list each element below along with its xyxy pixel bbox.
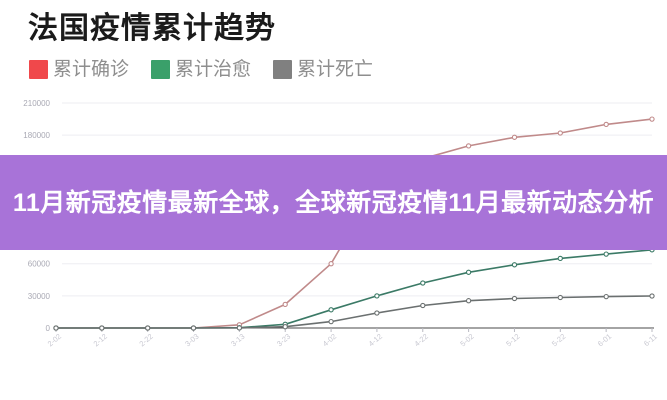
x-axis-tick-label: 6-01 — [596, 332, 613, 349]
legend-item-recovered[interactable]: 累计治愈 — [151, 60, 251, 79]
series-point — [236, 325, 243, 331]
series-point — [420, 280, 426, 286]
x-axis-tick-label: 3-23 — [275, 332, 292, 349]
series-point — [374, 293, 380, 299]
y-axis-tick-label: 0 — [46, 324, 51, 333]
series-point — [145, 325, 151, 331]
x-axis-tick-label: 4-12 — [367, 332, 384, 349]
series-point — [282, 301, 288, 308]
series-point — [282, 324, 288, 330]
series-point — [649, 116, 655, 122]
series-point — [511, 262, 518, 268]
series-point — [53, 325, 59, 331]
series-point — [557, 130, 563, 136]
legend-item-deaths[interactable]: 累计死亡 — [273, 60, 373, 79]
legend-swatch-recovered-icon — [151, 60, 171, 79]
x-axis-tick-label: 5-02 — [458, 332, 475, 349]
headline-overlay-banner: 11月新冠疫情最新全球，全球新冠疫情11月最新动态分析 — [0, 155, 667, 250]
legend-label-confirmed: 累计确诊 — [53, 59, 130, 80]
x-axis-tick-label: 2-22 — [137, 332, 154, 349]
series-point — [511, 134, 518, 140]
legend-swatch-confirmed-icon — [29, 60, 48, 79]
legend-label-deaths: 累计死亡 — [297, 59, 374, 80]
overlay-headline: 11月新冠疫情最新全球，全球新冠疫情11月最新动态分析 — [12, 188, 655, 217]
legend-item-confirmed[interactable]: 累计确诊 — [29, 60, 129, 79]
series-point — [190, 325, 197, 331]
series-point — [603, 293, 609, 300]
chart-legend: 累计确诊 累计治愈 累计死亡 — [29, 60, 373, 79]
series-point — [603, 121, 609, 128]
series-point — [465, 269, 472, 275]
page-title: 法国疫情累计趋势 — [28, 12, 276, 45]
series-point — [328, 261, 334, 267]
series-point — [603, 251, 609, 257]
x-axis-tick-label: 5-12 — [504, 332, 521, 349]
x-axis-tick-label: 2-12 — [92, 332, 109, 349]
series-point — [99, 325, 105, 331]
series-line-1 — [55, 249, 653, 329]
series-point — [420, 302, 426, 309]
series-point — [328, 318, 334, 325]
series-point — [511, 295, 518, 302]
x-axis-tick-label: 4-02 — [321, 332, 338, 349]
legend-swatch-deaths-icon — [273, 60, 293, 79]
series-point — [465, 298, 472, 304]
x-axis-tick-label: 3-13 — [229, 332, 246, 349]
legend-label-recovered: 累计治愈 — [175, 59, 252, 80]
series-point — [465, 143, 472, 149]
y-axis-tick-label: 60000 — [28, 260, 51, 269]
x-axis-tick-label: 6-11 — [642, 332, 659, 348]
x-axis-tick-label: 3-03 — [183, 332, 200, 349]
x-axis-tick-label: 5-22 — [550, 332, 567, 349]
series-line-2 — [55, 295, 653, 329]
series-point — [557, 294, 563, 301]
y-axis-tick-label: 210000 — [23, 99, 50, 108]
x-axis-tick-label: 4-22 — [413, 332, 430, 349]
series-point — [649, 293, 655, 299]
x-axis-tick-label: 2-02 — [46, 332, 63, 349]
series-point — [328, 307, 334, 313]
y-axis-tick-label: 30000 — [28, 292, 51, 301]
y-axis-tick-label: 180000 — [23, 131, 50, 140]
series-point — [374, 310, 380, 316]
series-point — [557, 255, 563, 262]
